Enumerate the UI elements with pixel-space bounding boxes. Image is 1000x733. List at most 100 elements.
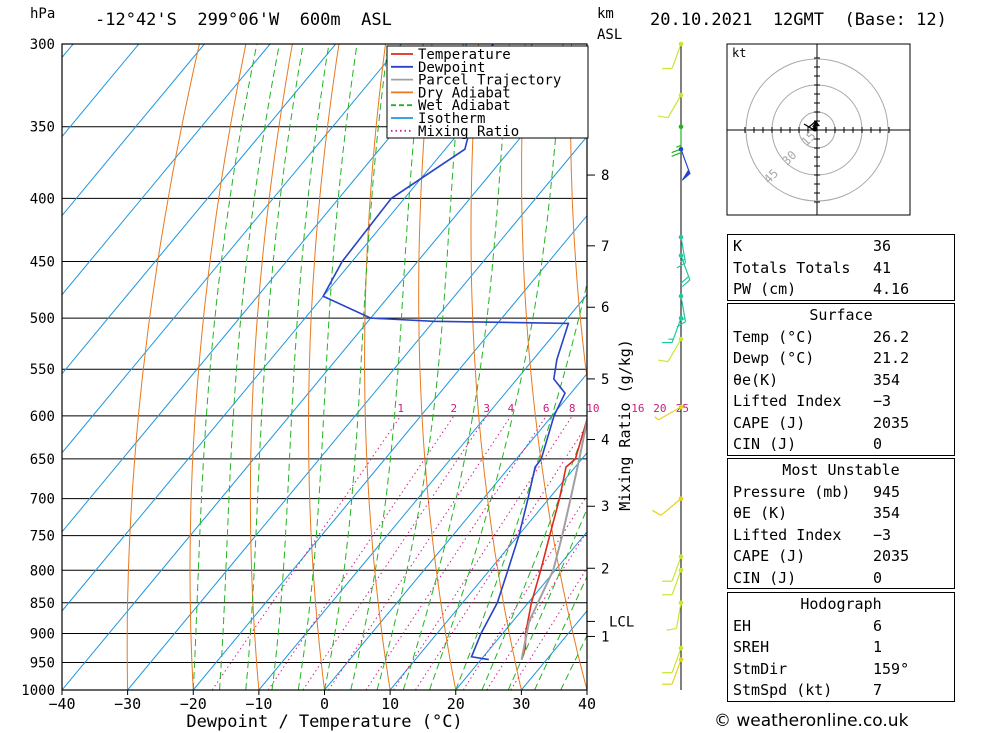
wind-barb-staff xyxy=(658,406,682,421)
mixing-ratio-label: 20 xyxy=(653,402,666,415)
index-value: 4.16 xyxy=(873,280,910,298)
dry-adiabat-line xyxy=(990,44,1000,690)
parcel-trajectory-profile xyxy=(520,416,587,660)
unstable-value: 945 xyxy=(873,482,901,501)
isotherm-line xyxy=(455,531,587,690)
x-tick-label: −40 xyxy=(48,695,75,713)
mixing-ratio-line xyxy=(211,415,402,690)
wind-barb-staff xyxy=(667,338,682,362)
mixing-ratio-axis-title: Mixing Ratio (g/kg) xyxy=(616,339,634,511)
hodograph-label: SREH xyxy=(733,638,770,656)
index-label: Totals Totals xyxy=(733,258,851,277)
height-tick-label: LCL xyxy=(609,614,634,630)
surface-label: θe(K) xyxy=(733,370,779,389)
isotherm-line xyxy=(0,44,8,690)
height-tick-label: 3 xyxy=(601,499,609,515)
hodograph-label: StmDir xyxy=(733,659,788,678)
wind-barb-staff xyxy=(680,237,687,263)
wind-barb xyxy=(662,315,684,344)
isotherm-line xyxy=(62,44,533,612)
legend-label: Isotherm xyxy=(418,111,485,127)
legend-label: Mixing Ratio xyxy=(418,124,519,140)
datetime-title: 20.10.2021 12GMT (Base: 12) xyxy=(650,10,947,30)
height-tick-label: 6 xyxy=(601,300,609,316)
wind-barb-staff xyxy=(680,296,687,322)
plot-frame xyxy=(61,43,588,691)
pressure-tick-label: 550 xyxy=(30,362,55,378)
hodograph-title: Hodograph xyxy=(800,595,882,613)
height-tick-label: 7 xyxy=(601,239,609,255)
mixing-ratio-label: 16 xyxy=(631,402,644,415)
legend-label: Parcel Trajectory xyxy=(418,73,561,89)
wind-barb-staff xyxy=(675,602,682,629)
hodograph-value: 159° xyxy=(873,659,910,678)
most-unstable-title: Most Unstable xyxy=(782,461,900,479)
temperature-profile xyxy=(631,44,644,95)
pressure-tick-label: 300 xyxy=(30,37,55,53)
mixing-ratio-line xyxy=(510,567,587,690)
copyright-notice[interactable]: © weatheronline.co.uk xyxy=(714,711,909,731)
wind-barb-dot xyxy=(678,315,684,321)
surface-label: Lifted Index xyxy=(733,392,842,410)
x-tick-label: −10 xyxy=(245,695,272,713)
wind-barb-flag xyxy=(666,627,677,631)
hodograph-origin-dot xyxy=(812,126,818,132)
x-tick-label: 0 xyxy=(320,695,329,713)
unstable-value: −3 xyxy=(873,525,892,544)
dry-adiabat-line xyxy=(249,44,293,690)
dry-adiabat-line xyxy=(126,44,200,690)
isotherm-line xyxy=(127,135,587,690)
legend-box xyxy=(386,45,589,139)
unstable-value: 354 xyxy=(873,504,901,522)
wind-barb-dot xyxy=(678,234,684,240)
isotherm-line xyxy=(62,44,140,138)
wind-barb-dot xyxy=(678,336,684,342)
x-tick-label: −20 xyxy=(180,695,207,713)
general-indices-table: K 36 Totals Totals 41 PW (cm) 4.16 xyxy=(727,234,955,301)
mixing-ratio-label: 4 xyxy=(508,402,515,415)
wind-barb xyxy=(652,496,684,516)
unstable-label: CIN (J) xyxy=(733,568,797,587)
surface-value: 21.2 xyxy=(873,349,910,367)
wind-barbs xyxy=(652,41,691,690)
dry-adiabat-line xyxy=(470,44,522,690)
isotherm-line xyxy=(258,293,587,690)
wind-barb xyxy=(666,600,684,631)
hodograph-value: 7 xyxy=(873,681,883,699)
wind-barb-staff xyxy=(671,556,682,582)
wind-barb xyxy=(662,657,684,685)
unstable-label: Lifted Index xyxy=(733,525,842,544)
wind-barb-staff xyxy=(671,317,682,343)
wet-adiabat-line xyxy=(297,44,358,690)
pressure-tick-label: 600 xyxy=(30,409,55,425)
unstable-label: θE (K) xyxy=(733,504,788,522)
unstable-value: 2035 xyxy=(873,547,910,565)
wet-adiabat-line xyxy=(455,281,587,690)
mixing-ratio-line xyxy=(393,415,573,690)
wind-barb-dot xyxy=(678,253,684,258)
wind-barb-staff xyxy=(667,94,682,118)
mixing-ratio-label: 6 xyxy=(543,402,550,415)
unstable-value: 0 xyxy=(873,568,883,587)
x-tick-label: 10 xyxy=(381,695,399,713)
height-tick-label: 4 xyxy=(601,433,609,449)
surface-value: 0 xyxy=(873,435,883,453)
wind-barb-half-flag xyxy=(676,144,682,148)
isotherm-line xyxy=(389,452,587,690)
mixing-ratio-line xyxy=(486,530,587,690)
pressure-tick-label: 700 xyxy=(30,492,55,508)
surface-value: 354 xyxy=(873,370,901,389)
wind-barb-flag xyxy=(671,152,682,157)
index-value: 41 xyxy=(873,258,892,277)
mixing-ratio-line xyxy=(328,415,512,690)
dry-adiabat-line xyxy=(521,44,587,690)
surface-title: Surface xyxy=(809,306,873,324)
wind-barb-staff xyxy=(671,43,682,69)
surface-label: Dewp (°C) xyxy=(733,349,815,367)
axes: 12346810162025−40−30−20−10010203040Dewpo… xyxy=(21,37,689,732)
pressure-tick-label: 850 xyxy=(30,596,55,612)
index-label: PW (cm) xyxy=(733,280,797,298)
wind-barb xyxy=(662,645,684,674)
